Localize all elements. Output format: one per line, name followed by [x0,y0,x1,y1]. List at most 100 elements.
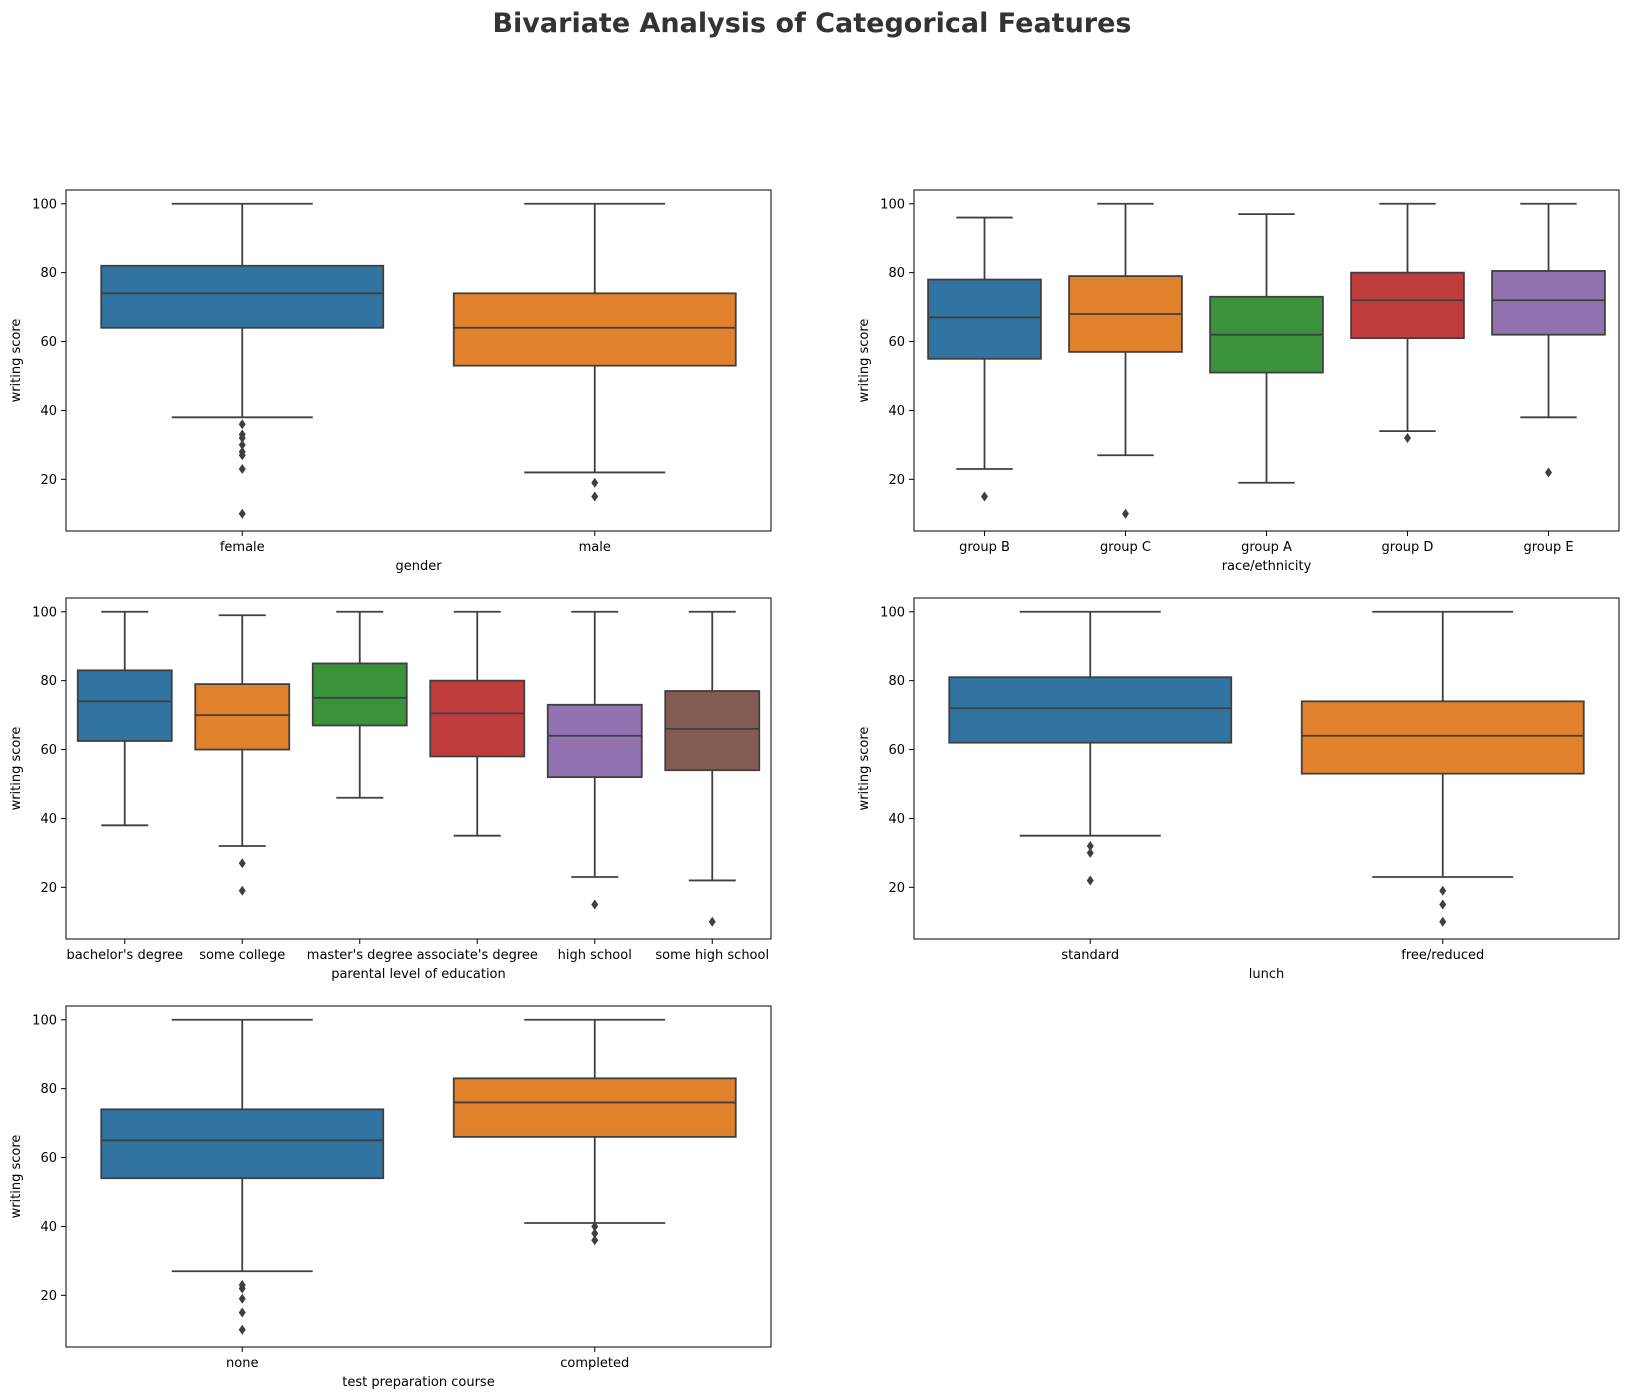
axes-frame [65,189,772,532]
x-axis-label: race/ethnicity [1222,559,1312,574]
y-tick-label: 60 [40,743,57,758]
axes-frame [65,1005,772,1348]
outlier-point [591,477,599,488]
outlier-point [238,1307,246,1318]
outlier-point [238,858,246,869]
y-axis-label: writing score [9,319,24,403]
y-tick-label: 60 [888,743,905,758]
outlier-point [238,450,246,461]
outlier-point [1439,916,1447,927]
outlier-point [591,1235,599,1246]
box-body [76,669,173,742]
y-tick-label: 100 [880,605,905,620]
outlier-point [238,433,246,443]
y-tick-label: 80 [40,266,57,281]
x-tick-label: standard [1061,948,1119,963]
y-axis-label: writing score [9,727,24,811]
axes-frame [913,597,1620,940]
box-body [927,278,1042,360]
y-axis-label: writing score [857,319,872,403]
box-5 [1491,202,1606,478]
outlier-point [591,899,599,910]
y-axis-label: writing score [857,727,872,811]
outlier-point [1086,875,1094,886]
x-tick-label: bachelor's degree [66,948,183,963]
outlier-point [1439,885,1447,896]
subplot-grid: female male 20 40 60 80 100 gender writing score… [9,189,1620,1390]
box-2 [194,614,291,896]
y-tick-label: 20 [888,881,905,896]
subplot-4: standard free/reduced 20 40 60 80 100 lunch writ… [857,597,1620,982]
box-6 [664,610,761,927]
box-body [664,690,761,772]
box-body [1300,700,1585,775]
outlier-point [591,1228,599,1239]
box-body [948,676,1233,744]
box-4 [429,610,526,837]
box-4 [1350,202,1465,443]
outlier-point [238,508,246,519]
x-tick-label: male [579,540,611,555]
outlier-point [591,491,599,502]
y-tick-label: 100 [32,1013,57,1028]
x-tick-label: group A [1241,540,1292,555]
box-body [311,662,408,727]
box-2 [1300,610,1585,927]
outlier-point [1086,841,1094,851]
outlier-point [238,1293,246,1304]
x-tick-label: some high school [655,948,769,963]
x-axis-label: lunch [1249,967,1284,982]
y-tick-label: 100 [880,197,905,212]
y-tick-label: 80 [888,674,905,689]
outlier-point [981,491,988,502]
subplot-5: none completed 20 40 60 80 100 test preparation… [9,1005,772,1390]
box-2 [452,1018,737,1246]
box-body [429,679,526,758]
box-body [194,683,291,751]
y-tick-label: 80 [888,266,905,281]
y-tick-label: 80 [40,1082,57,1097]
box-1 [927,216,1042,502]
box-body [452,292,737,367]
x-tick-label: free/reduced [1401,948,1484,963]
y-tick-label: 60 [40,335,57,350]
x-tick-label: group C [1100,540,1151,555]
box-1 [76,610,173,827]
y-tick-label: 20 [40,473,57,488]
y-tick-label: 20 [888,473,905,488]
box-2 [1068,202,1183,519]
figure-title: Bivariate Analysis of Categorical Featur… [492,8,1131,39]
x-tick-label: associate's degree [417,948,538,963]
x-tick-label: female [220,540,265,555]
y-tick-label: 20 [40,1289,57,1304]
box-5 [546,610,643,910]
y-tick-label: 40 [888,404,905,419]
y-tick-label: 40 [40,404,57,419]
x-tick-label: none [226,1356,258,1371]
y-tick-label: 40 [40,812,57,827]
x-tick-label: group B [959,540,1010,555]
box-2 [452,202,737,502]
box-body [452,1077,737,1138]
outlier-point [238,1283,246,1294]
y-tick-label: 80 [40,674,57,689]
y-axis-label: writing score [9,1135,24,1219]
x-tick-label: group D [1382,540,1434,555]
box-1 [100,1018,385,1335]
outlier-point [238,419,246,430]
outlier-point [591,1221,599,1232]
x-tick-label: some college [199,948,285,963]
y-tick-label: 40 [888,812,905,827]
outlier-point [1122,508,1129,519]
outlier-point [1439,899,1447,910]
box-body [100,1108,385,1180]
outlier-point [238,1324,246,1335]
y-tick-label: 40 [40,1220,57,1235]
subplot-2: group B group C group A group D group E 20 40 6… [857,189,1620,574]
box-body [1350,271,1465,340]
y-tick-label: 60 [40,1151,57,1166]
x-tick-label: group E [1523,540,1573,555]
x-tick-label: completed [560,1356,629,1371]
y-tick-label: 20 [40,881,57,896]
